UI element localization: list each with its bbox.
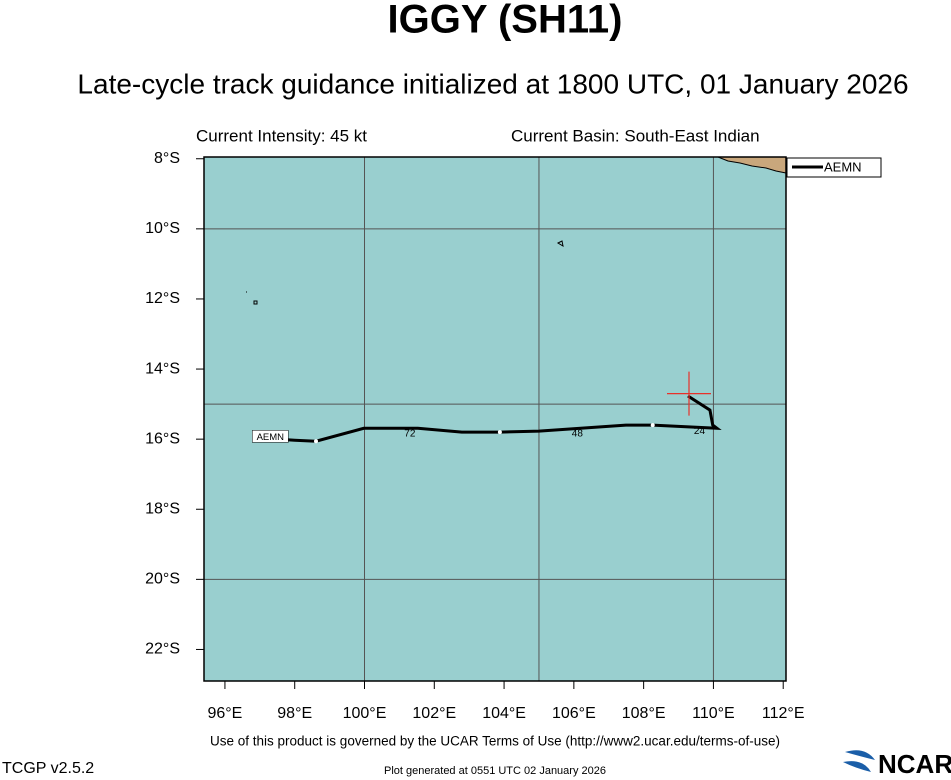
legend-label: AEMN [824, 159, 862, 174]
x-tick-label: 104°E [482, 705, 526, 722]
hour-label: 72 [404, 429, 416, 440]
hour-label: 24 [694, 426, 706, 437]
x-tick-label: 96°E [207, 705, 242, 722]
logo-icon [843, 750, 875, 772]
basin: Current Basin: South-East Indian [511, 126, 760, 145]
y-tick-label: 16°S [145, 430, 180, 447]
x-tick-label: 110°E [692, 705, 735, 722]
current-position [667, 371, 711, 416]
subtitle: Late-cycle track guidance initialized at… [77, 68, 908, 99]
generated: Plot generated at 0551 UTC 02 January 20… [384, 765, 606, 777]
track-point [650, 423, 655, 428]
x-tick-label: 100°E [343, 705, 387, 722]
hour-label: 48 [572, 429, 584, 440]
y-tick-label: 20°S [145, 571, 180, 588]
y-tick-label: 12°S [145, 290, 180, 307]
logo: NCAR [878, 749, 951, 779]
track-label: AEMN [257, 432, 285, 443]
x-tick-label: 106°E [552, 705, 596, 722]
y-tick-label: 18°S [145, 500, 180, 517]
x-tick-label: 112°E [762, 705, 805, 722]
version: TCGP v2.5.2 [2, 760, 94, 777]
title: IGGY (SH11) [388, 0, 623, 42]
track-point [497, 430, 502, 435]
x-tick-label: 108°E [622, 705, 666, 722]
x-tick-label: 102°E [412, 705, 456, 722]
legend [786, 157, 882, 178]
y-tick-label: 22°S [145, 641, 180, 658]
x-tick-label: 98°E [277, 705, 312, 722]
intensity: Current Intensity: 45 kt [196, 126, 367, 145]
footer: Use of this product is governed by the U… [210, 734, 780, 749]
track-label-box [252, 430, 289, 443]
track [261, 394, 722, 443]
frame [203, 156, 787, 682]
track-point [314, 439, 319, 444]
y-tick-label: 14°S [145, 360, 180, 377]
islands [246, 240, 564, 305]
y-tick-label: 10°S [145, 220, 180, 237]
y-tick-label: 8°S [154, 150, 180, 167]
ocean [204, 157, 786, 681]
